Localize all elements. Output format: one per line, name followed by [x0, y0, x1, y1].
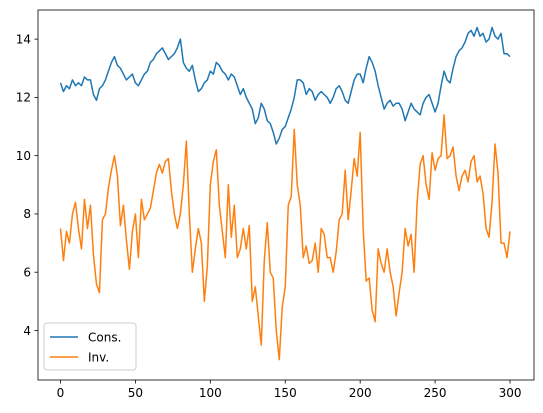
plot-area: [38, 10, 534, 380]
x-tick-label: 300: [499, 386, 522, 400]
y-tick-label: 6: [23, 266, 31, 280]
legend-label-cons: Cons.: [88, 330, 121, 344]
series-layer: [59, 26, 511, 361]
y-tick-label: 8: [23, 207, 31, 221]
series-line-cons: [59, 26, 511, 145]
x-axis: 0 50 100 150 200 250 300: [57, 380, 522, 400]
x-tick-label: 50: [128, 386, 143, 400]
legend-box: [43, 322, 137, 371]
legend-label-inv: Inv.: [88, 350, 109, 364]
x-tick-label: 100: [199, 386, 222, 400]
y-tick-label: 12: [16, 91, 31, 105]
y-tick-label: 4: [23, 324, 31, 338]
x-tick-label: 0: [57, 386, 65, 400]
legend: Cons. Inv.: [43, 322, 137, 371]
x-tick-label: 150: [274, 386, 297, 400]
y-tick-label: 14: [16, 32, 31, 46]
x-tick-label: 200: [349, 386, 372, 400]
y-axis: 4 6 8 10 12 14: [16, 32, 38, 338]
y-tick-label: 10: [16, 149, 31, 163]
series-line-inv: [59, 114, 511, 361]
x-tick-label: 250: [424, 386, 447, 400]
plot-frame: [37, 9, 535, 381]
